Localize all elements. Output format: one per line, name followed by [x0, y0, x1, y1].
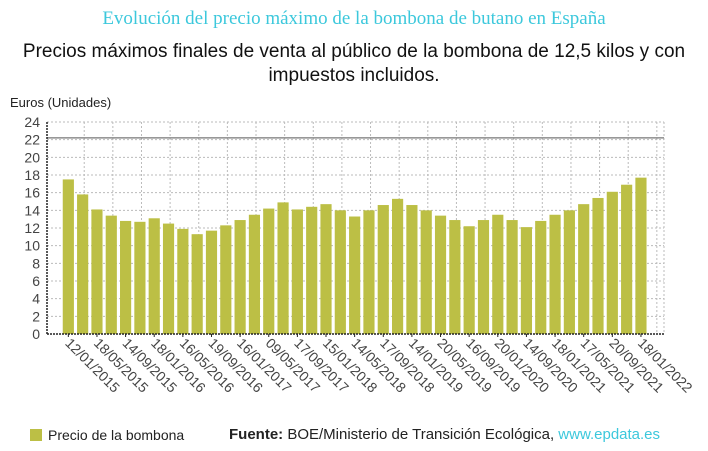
bar: [578, 204, 590, 334]
bar: [120, 220, 132, 334]
bar: [162, 223, 175, 334]
bar: [592, 197, 604, 334]
bar: [635, 177, 647, 334]
site-link[interactable]: www.epdata.es: [558, 426, 661, 443]
y-tick-label: 4: [32, 291, 40, 307]
y-tick-label: 14: [24, 202, 40, 218]
y-tick-label: 24: [24, 114, 40, 130]
bar: [621, 184, 633, 334]
bar: [392, 198, 404, 334]
source-label: Fuente:: [229, 426, 284, 443]
bar: [477, 220, 490, 334]
bar: [291, 209, 303, 334]
bar: [535, 220, 547, 334]
bar: [377, 205, 389, 334]
bar: [277, 202, 289, 334]
y-tick-label: 16: [24, 185, 40, 201]
bar: [220, 225, 232, 334]
y-tick-label: 20: [24, 149, 40, 165]
y-tick-label: 10: [24, 238, 40, 254]
y-tick-label: 2: [32, 308, 40, 324]
bar: [105, 215, 117, 334]
bar: [520, 227, 533, 334]
y-tick-label: 0: [32, 326, 40, 342]
bar: [463, 226, 475, 334]
chart-title: Evolución del precio máximo de la bombon…: [102, 8, 606, 29]
bar: [77, 194, 89, 334]
bar: [406, 205, 418, 334]
bar: [606, 191, 618, 334]
y-tick-label: 22: [24, 132, 40, 148]
bar: [349, 216, 361, 334]
bar: [434, 215, 447, 334]
bar: [306, 206, 318, 334]
bar: [205, 230, 218, 334]
bar: [563, 210, 575, 334]
legend-swatch: [30, 429, 42, 441]
bar: [263, 208, 275, 334]
legend: Precio de la bombona: [30, 427, 184, 443]
bar: [148, 218, 160, 334]
bar: [506, 220, 518, 334]
bar: [248, 214, 261, 334]
y-axis-label: Euros (Unidades): [10, 95, 112, 110]
bar: [177, 228, 189, 334]
bar: [62, 179, 74, 334]
y-tick-label: 6: [32, 273, 40, 289]
chart-subtitle: Precios máximos finales de venta al públ…: [22, 41, 686, 86]
bar: [91, 209, 103, 334]
y-tick-label: 18: [24, 167, 40, 183]
bar: [134, 221, 146, 334]
bar: [191, 234, 203, 334]
legend-label: Precio de la bombona: [48, 427, 185, 443]
bar: [234, 220, 246, 334]
bar: [549, 214, 561, 334]
bar: [320, 204, 332, 334]
y-tick-label: 8: [32, 255, 40, 271]
bar: [420, 210, 432, 334]
bar: [449, 220, 461, 334]
bar: [334, 210, 346, 334]
bar: [492, 214, 504, 334]
bar: [363, 210, 375, 334]
source-note: Fuente: BOE/Ministerio de Transición Eco…: [229, 426, 660, 443]
y-tick-label: 12: [24, 220, 40, 236]
source-text: BOE/Ministerio de Transición Ecológica,: [283, 426, 559, 443]
